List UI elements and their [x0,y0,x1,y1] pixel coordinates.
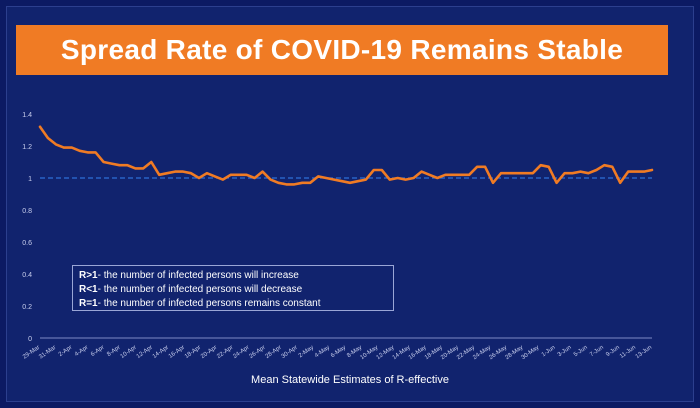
y-tick-label: 1.2 [22,144,32,151]
legend-text: - the number of infected persons will de… [97,284,303,295]
x-tick-label: 2-Apr [58,345,73,358]
x-tick-label: 18-Apr [184,345,202,360]
x-tick-label: 2-May [298,345,315,359]
legend-text: - the number of infected persons will in… [97,270,299,281]
x-tick-label: 31-Mar [38,345,57,361]
x-tick-label: 22-Apr [216,345,234,360]
legend-line-decrease: R<1- the number of infected persons will… [79,283,387,297]
x-tick-label: 30-May [521,345,541,361]
x-tick-label: 9-Jun [605,345,621,359]
y-tick-label: 0.8 [22,208,32,215]
legend-key: R<1 [79,284,98,295]
x-tick-label: 10-Apr [120,345,138,360]
legend-text: - the number of infected persons remains… [97,298,321,309]
legend-line-constant: R=1- the number of infected persons rema… [79,297,387,311]
y-tick-label: 0.6 [22,240,32,247]
x-tick-label: 4-Apr [74,345,89,358]
x-tick-label: 14-Apr [152,345,170,360]
y-tick-label: 1 [28,176,32,183]
x-axis-label: Mean Statewide Estimates of R-effective [251,374,449,386]
x-tick-label: 6-Apr [90,345,105,358]
x-tick-label: 20-Apr [200,345,218,360]
x-tick-label: 1-Jun [541,345,557,359]
legend-key: R=1 [79,298,98,309]
x-tick-label: 24-Apr [232,345,250,360]
plot-area [38,125,654,186]
y-tick-label: 1.4 [22,112,32,119]
chart-title: Spread Rate of COVID-19 Remains Stable [16,25,668,75]
x-tick-label: 11-Jun [619,345,637,360]
x-tick-label: 4-May [314,345,331,359]
series-line [38,125,654,186]
x-tick-label: 13-Jun [635,345,653,360]
x-tick-label: 26-Apr [248,345,266,360]
x-tick-label: 28-Apr [265,345,283,360]
x-tick-label: 30-Apr [281,345,299,360]
y-axis: 0 0.2 0.4 0.6 0.8 1 1.2 1.4 [22,112,32,343]
x-tick-label: 7-Jun [589,345,605,359]
r-value-legend: R>1- the number of infected persons will… [72,265,394,311]
x-tick-label: 12-Apr [136,345,154,360]
y-tick-label: 0 [28,336,32,343]
legend-line-increase: R>1- the number of infected persons will… [79,269,387,283]
x-tick-label: 5-Jun [573,345,589,359]
legend-key: R>1 [79,270,98,281]
x-tick-label: 16-Apr [168,345,186,360]
y-tick-label: 0.4 [22,272,32,279]
x-tick-label: 6-May [330,345,347,359]
x-tick-label: 29-Mar [22,345,41,361]
x-tick-label: 3-Jun [557,345,573,359]
y-tick-label: 0.2 [22,304,32,311]
